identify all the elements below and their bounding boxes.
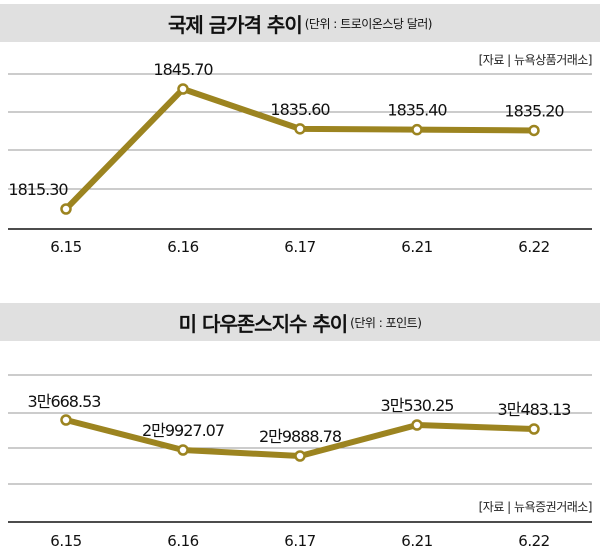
gold-x-tick-label: 6.16 [167,238,198,256]
gold-x-tick-label: 6.17 [284,238,315,256]
dow-data-label: 3만483.13 [498,400,571,419]
gold-data-point [60,203,72,215]
dow-data-point [411,419,423,431]
dow-x-tick-label: 6.21 [401,532,432,550]
gold-x-tick-label: 6.15 [50,238,81,256]
dow-data-point [528,423,540,435]
gold-data-label: 1845.70 [153,60,213,79]
dow-chart-unit: (단위 : 포인트) [350,315,422,330]
dow-x-tick-label: 6.17 [284,532,315,550]
gold-price-chart: 6.15 6.16 6.17 6.21 6.22 1815.30 1845.70 1835.6… [8,60,592,256]
gold-data-point [411,123,423,136]
dow-data-label: 3만668.53 [28,392,101,411]
gold-data-point [177,83,189,95]
dow-title-bar: 미 다우존스지수 추이 (단위 : 포인트) [0,303,600,341]
gold-data-point [294,123,306,135]
dow-data-label: 2만9888.78 [259,427,342,446]
dow-data-label: 2만9927.07 [142,421,224,440]
gold-title-bar: 국제 금가격 추이 (단위 : 트로이온스당 달러) [0,4,600,42]
gold-chart-source: [자료 | 뉴욕상품거래소] [478,53,593,67]
dow-data-label: 3만530.25 [381,396,454,415]
dow-data-point [177,444,189,456]
dow-chart-source: [자료 | 뉴욕증권거래소] [478,500,593,514]
dow-title-row: 미 다우존스지수 추이 (단위 : 포인트) [0,303,600,341]
gold-data-label: 1835.60 [270,100,330,119]
gold-data-label: 1815.30 [8,180,68,199]
gold-chart-unit: (단위 : 트로이온스당 달러) [304,16,433,31]
gold-data-label: 1835.40 [387,101,447,120]
gold-data-point [528,124,540,137]
gold-x-tick-label: 6.22 [518,238,549,256]
dow-x-tick-label: 6.16 [167,532,198,550]
gold-price-panel: 국제 금가격 추이 (단위 : 트로이온스당 달러) [자료 | 뉴욕상품거래소… [0,0,600,272]
dow-data-point [294,450,306,462]
dow-data-point [60,414,72,426]
gold-x-tick-label: 6.21 [401,238,432,256]
gold-data-label: 1835.20 [504,101,564,120]
gold-title-row: 국제 금가격 추이 (단위 : 트로이온스당 달러) [0,4,600,42]
dow-x-tick-label: 6.15 [50,532,81,550]
dow-x-tick-label: 6.22 [518,532,549,550]
gold-chart-title: 국제 금가격 추이 [168,12,303,37]
dow-chart-title: 미 다우존스지수 추이 [178,311,349,336]
